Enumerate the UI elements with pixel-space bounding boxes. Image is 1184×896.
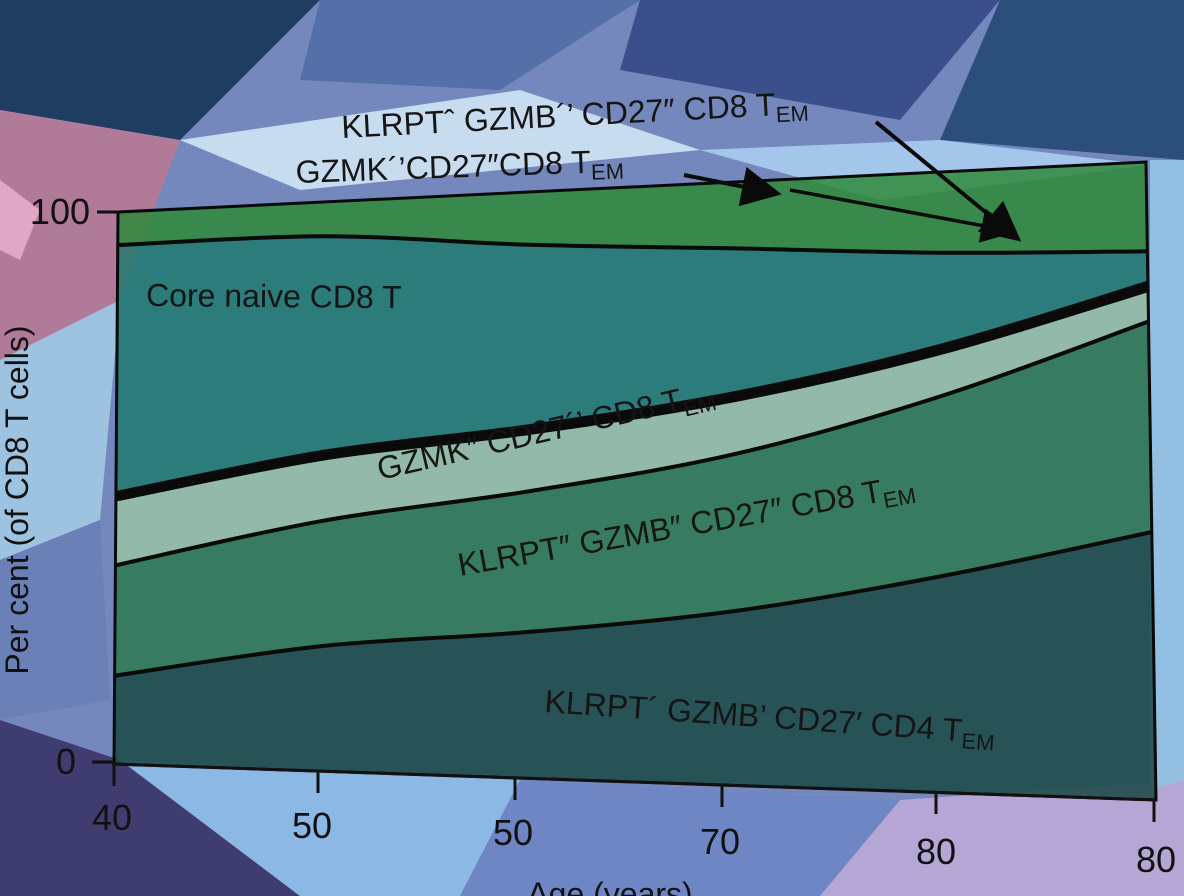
x-tick-label: 70 [700,821,740,862]
x-tick-label: 40 [92,797,132,838]
x-tick-label: 80 [916,831,956,872]
x-axis: 40 50 50 70 80 80 Age (years) [92,762,1176,896]
band-gzmk-cd27-cd8-tem-top [117,162,1148,253]
x-tick-label: 50 [493,812,533,853]
y-tick-label-100: 100 [30,191,90,232]
y-axis: 100 0 Per cent (of CD8 T cells) [0,191,118,782]
label-subscript: EM [881,483,918,513]
boundary-line [114,319,1150,568]
label-subscript: EM [591,159,625,185]
boundary-line [115,280,1149,496]
band-boundaries [114,234,1153,678]
label-text: KLRPTˆ GZMB´’ CD27″ CD8 T [340,86,776,145]
label-gzmk-top-tem: GZMK´’CD27″CD8 TEM [295,143,624,195]
y-axis-title: Per cent (of CD8 T cells) [0,325,35,674]
label-text: GZMK´’CD27″CD8 T [295,144,591,190]
x-axis-line [111,762,1157,802]
label-core-naive: Core naive CD8 T [146,277,402,315]
label-subscript: EM [961,728,996,755]
boundary-line [117,234,1148,255]
boundary-line [115,287,1149,502]
boundary-line [114,530,1153,678]
band-klrpt-gzmb-cd27-cd8-tem [114,321,1152,676]
label-subscript: EM [775,101,809,128]
x-tick-label: 80 [1136,839,1176,880]
annotation-arrow-lower-ext [789,188,1017,243]
band-klrpt-cd4-tem [114,532,1156,800]
x-tick-label: 50 [292,805,332,846]
y-tick-label-0: 0 [56,741,76,782]
label-klrpt-thin-tem: KLRPTˆ GZMB´’ CD27″ CD8 TEM [340,85,809,150]
band-gzmk-cd27-cd8-tem [115,289,1149,566]
annotation-arrow-lower [683,166,782,207]
chart-bands [114,162,1156,800]
x-axis-title: Age (years) [527,876,692,896]
band-core-naive-cd8-t [116,236,1148,494]
